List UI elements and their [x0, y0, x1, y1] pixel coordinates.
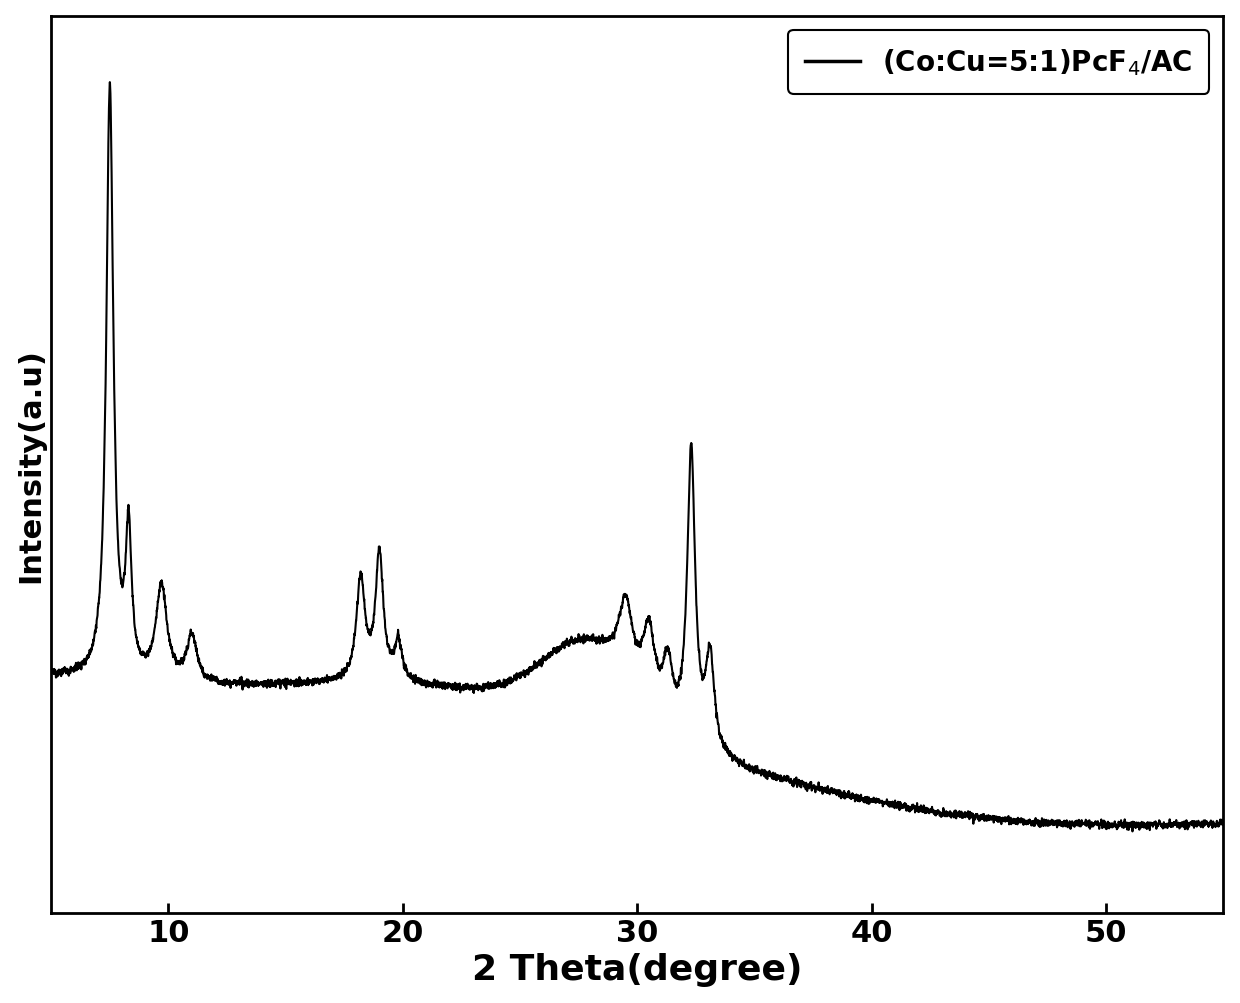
Legend: (Co:Cu=5:1)PcF$_4$/AC: (Co:Cu=5:1)PcF$_4$/AC	[787, 30, 1209, 94]
Y-axis label: Intensity(a.u): Intensity(a.u)	[16, 347, 46, 582]
X-axis label: 2 Theta(degree): 2 Theta(degree)	[472, 953, 802, 986]
